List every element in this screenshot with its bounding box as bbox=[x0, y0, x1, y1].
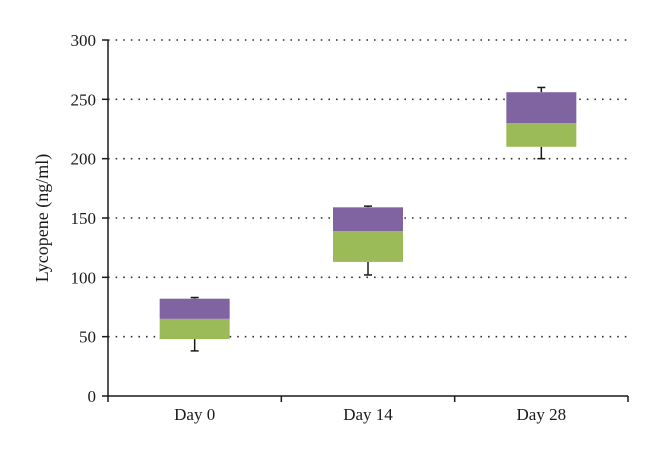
y-tick-label-0: 0 bbox=[88, 387, 97, 406]
y-tick-label-250: 250 bbox=[71, 90, 97, 109]
y-axis-ticks: 0 50 100 150 200 250 300 bbox=[71, 31, 108, 406]
upper-box bbox=[159, 298, 230, 319]
box-1 bbox=[159, 296, 230, 352]
y-tick-label-50: 50 bbox=[79, 328, 96, 347]
lower-box bbox=[506, 123, 577, 147]
x-tick-label-2: Day 14 bbox=[343, 405, 393, 424]
lower-box bbox=[333, 231, 403, 262]
upper-box bbox=[333, 207, 403, 232]
box-3 bbox=[506, 86, 577, 160]
boxes bbox=[159, 86, 577, 352]
y-tick-label-150: 150 bbox=[71, 209, 97, 228]
y-tick-label-100: 100 bbox=[71, 268, 97, 287]
x-tick-label-1: Day 0 bbox=[174, 405, 215, 424]
box-2 bbox=[333, 205, 403, 276]
lower-box bbox=[159, 318, 230, 340]
grid-lines bbox=[108, 39, 628, 338]
x-tick-label-3: Day 28 bbox=[517, 405, 567, 424]
upper-box bbox=[506, 92, 577, 124]
y-tick-label-300: 300 bbox=[71, 31, 97, 50]
y-tick-label-200: 200 bbox=[71, 150, 97, 169]
y-axis-title: Lycopene (ng/ml) bbox=[32, 154, 53, 282]
x-axis-ticks: Day 0 Day 14 Day 28 bbox=[107, 396, 629, 424]
